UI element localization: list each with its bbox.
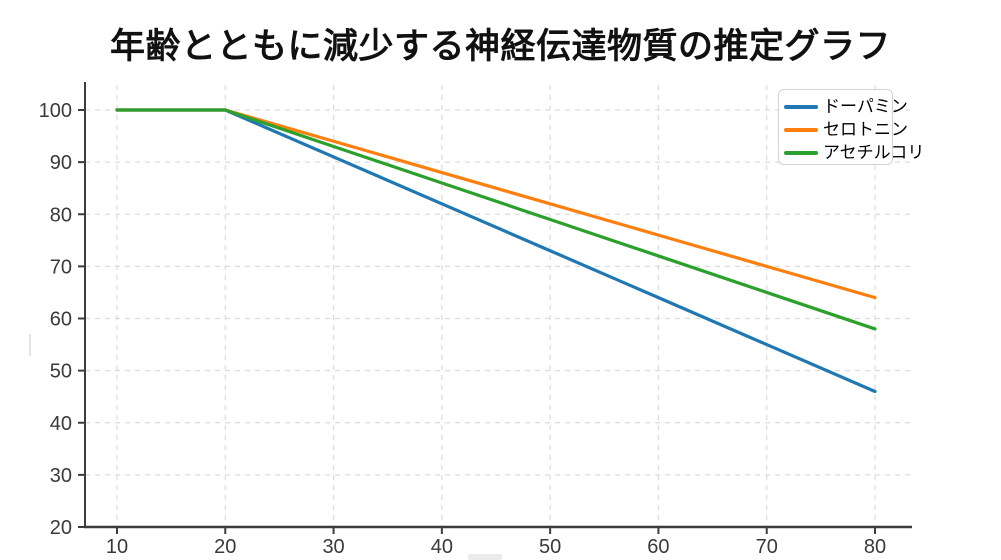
x-axis-title-clipped <box>468 554 502 560</box>
legend-label: セロトニン <box>823 120 908 139</box>
y-axis-title-clipped <box>29 334 31 356</box>
series-line-2 <box>115 108 877 331</box>
x-tick-label: 30 <box>322 536 344 558</box>
legend-entry-1: セロトニン <box>784 118 908 141</box>
y-tick-label: 60 <box>50 309 72 331</box>
legend-label: ドーパミン <box>823 97 908 116</box>
legend-entry-2: アセチルコリ <box>784 141 924 164</box>
y-tick-label: 70 <box>50 256 72 278</box>
y-tick-label: 40 <box>50 413 72 435</box>
y-tick-label: 50 <box>50 361 72 383</box>
legend-entry-0: ドーパミン <box>784 95 908 118</box>
y-tick-label: 90 <box>50 152 72 174</box>
series-line-0 <box>115 108 877 394</box>
legend-line-swatch <box>784 127 818 132</box>
y-tick-label: 80 <box>50 204 72 226</box>
chart-title: 年齢とともに減少する神経伝達物質の推定グラフ <box>109 27 891 66</box>
x-tick-label: 20 <box>214 536 236 558</box>
y-tick-label: 20 <box>50 517 72 539</box>
x-tick-label: 80 <box>864 536 886 558</box>
series-line-1 <box>115 108 877 300</box>
legend-label: アセチルコリ <box>823 143 925 162</box>
x-tick-label: 70 <box>756 536 778 558</box>
x-tick-label: 40 <box>431 536 453 558</box>
x-tick-label: 60 <box>647 536 669 558</box>
x-tick-label: 10 <box>106 536 128 558</box>
x-tick-label: 50 <box>539 536 561 558</box>
y-tick-label: 30 <box>50 465 72 487</box>
legend-box: ドーパミンセロトニンアセチルコリ <box>778 89 924 165</box>
y-tick-label: 100 <box>39 100 72 122</box>
legend-line-swatch <box>784 150 818 155</box>
legend-line-swatch <box>784 104 818 109</box>
